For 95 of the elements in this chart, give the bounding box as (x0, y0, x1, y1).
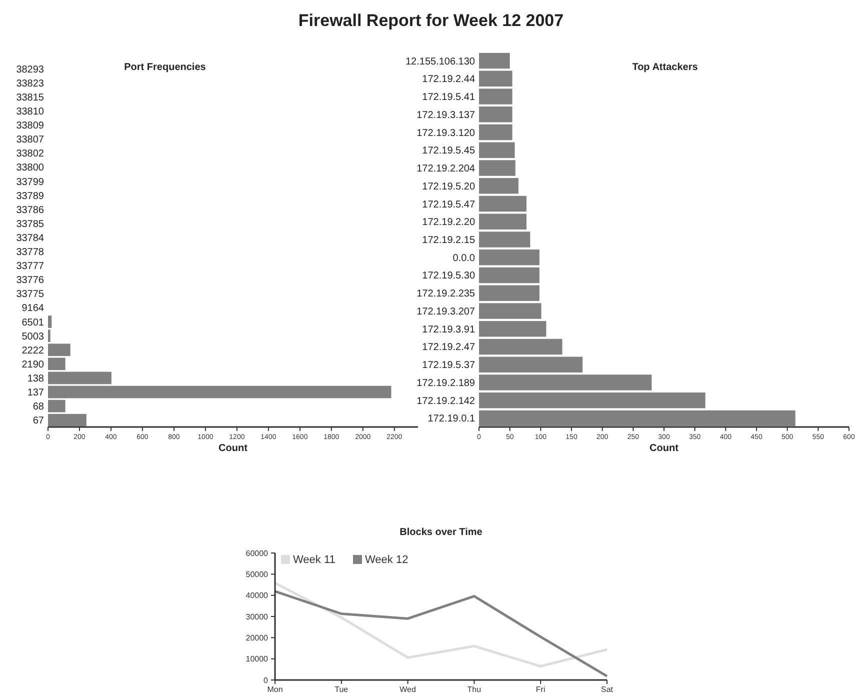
y-tick-label: 172.19.2.204 (416, 164, 476, 175)
y-tick-label: 172.19.2.20 (422, 217, 476, 228)
legend-label: Week 12 (365, 554, 408, 566)
bar (479, 321, 546, 337)
y-tick-label: 172.19.3.137 (416, 110, 476, 121)
y-tick-label: 33786 (16, 204, 44, 216)
y-tick-label: 137 (27, 388, 44, 399)
y-tick-label: 33807 (16, 134, 44, 146)
y-tick-label: 6501 (22, 317, 44, 328)
bar (479, 374, 652, 390)
y-tick-label: 10000 (246, 654, 269, 664)
y-tick-label: 33800 (16, 162, 44, 174)
y-tick-label: 33775 (16, 289, 44, 300)
bar (479, 356, 583, 372)
y-tick-label: 172.19.2.15 (422, 235, 476, 246)
bar (479, 232, 530, 248)
y-tick-label: 33777 (16, 261, 44, 272)
bar (48, 386, 392, 398)
text: Firewall Report for Week 12 2007 (298, 11, 564, 30)
y-tick-label: 9164 (22, 303, 44, 314)
y-tick-label: 33823 (16, 78, 44, 90)
x-tick-label: Sat (600, 685, 614, 694)
bar (479, 52, 510, 69)
chart-title: Blocks over Time (400, 527, 483, 538)
bar (479, 124, 512, 140)
x-axis-title: Count (218, 443, 248, 454)
y-tick-label: 2222 (22, 345, 44, 356)
bar (479, 142, 515, 158)
y-tick-label: 33809 (16, 120, 44, 132)
y-tick-label: 172.19.5.47 (422, 199, 476, 210)
y-tick-label: 172.19.3.207 (416, 306, 476, 318)
y-tick-label: 0 (264, 676, 269, 685)
bar (479, 303, 542, 319)
chart-title: Port Frequencies (124, 62, 206, 73)
x-tick-label: Mon (267, 685, 283, 694)
bar (479, 160, 516, 176)
bar (479, 196, 526, 212)
bar (479, 338, 562, 355)
y-tick-label: 172.19.5.45 (422, 146, 476, 157)
y-tick-label: 33799 (16, 176, 44, 188)
bar (48, 400, 66, 412)
y-tick-label: 33810 (16, 106, 44, 118)
bar (479, 285, 540, 301)
bar (479, 214, 526, 230)
legend-label: Week 11 (293, 554, 336, 566)
y-tick-label: 172.19.3.91 (422, 324, 476, 336)
y-tick-label: 172.19.2.235 (416, 288, 476, 300)
y-tick-label: 60000 (246, 548, 269, 558)
x-axis-title: Count (650, 443, 680, 454)
x-tick-label: Thu (467, 685, 482, 694)
line-series (274, 590, 608, 678)
bar (479, 88, 512, 104)
y-tick-label: 172.19.2.142 (416, 396, 476, 407)
y-tick-label: 40000 (246, 591, 269, 600)
y-tick-label: 68 (32, 402, 44, 413)
y-tick-label: 172.19.3.120 (416, 128, 476, 139)
y-tick-label: 5003 (22, 331, 44, 342)
y-tick-label: 172.19.2.47 (422, 342, 476, 354)
bar (479, 410, 796, 426)
bar (479, 392, 706, 408)
line-series (274, 582, 608, 668)
y-tick-label: 0.0.0 (452, 252, 476, 264)
bar (479, 106, 512, 122)
y-tick-label: 138 (27, 373, 44, 384)
y-tick-label: 172.19.5.41 (422, 92, 476, 104)
text: Top Attackers (632, 62, 698, 73)
y-tick-label: 12.155.106.130 (405, 56, 476, 68)
bar (48, 414, 86, 426)
y-tick-label: 33802 (16, 148, 44, 160)
y-tick-label: 50000 (246, 570, 269, 579)
x-tick-label: Wed (400, 685, 416, 694)
x-tick-label: Fri (536, 685, 546, 694)
y-tick-label: 38293 (16, 64, 44, 76)
y-tick-label: 30000 (246, 612, 269, 622)
bar (479, 178, 518, 194)
y-tick-label: 172.19.5.20 (422, 181, 476, 192)
bar (48, 372, 112, 384)
y-tick-label: 172.19.5.37 (422, 360, 476, 372)
y-tick-label: 172.19.2.189 (416, 378, 476, 389)
x-tick-label: Tue (334, 685, 349, 694)
y-tick-label: 172.19.0.1 (428, 414, 476, 425)
y-tick-label: 33778 (16, 247, 44, 258)
y-tick-label: 172.19.2.44 (422, 74, 476, 86)
y-tick-label: 33776 (16, 275, 44, 286)
y-tick-label: 67 (32, 416, 44, 427)
y-tick-label: 2190 (22, 359, 44, 370)
bar (479, 250, 540, 266)
y-tick-label: 172.19.5.30 (422, 270, 476, 282)
y-tick-label: 33785 (16, 218, 44, 230)
y-tick-label: 33784 (16, 232, 44, 244)
y-tick-label: 33789 (16, 190, 44, 202)
bar (479, 70, 512, 86)
y-tick-label: 20000 (246, 633, 269, 642)
y-tick-label: 33815 (16, 92, 44, 104)
bar (479, 267, 540, 284)
